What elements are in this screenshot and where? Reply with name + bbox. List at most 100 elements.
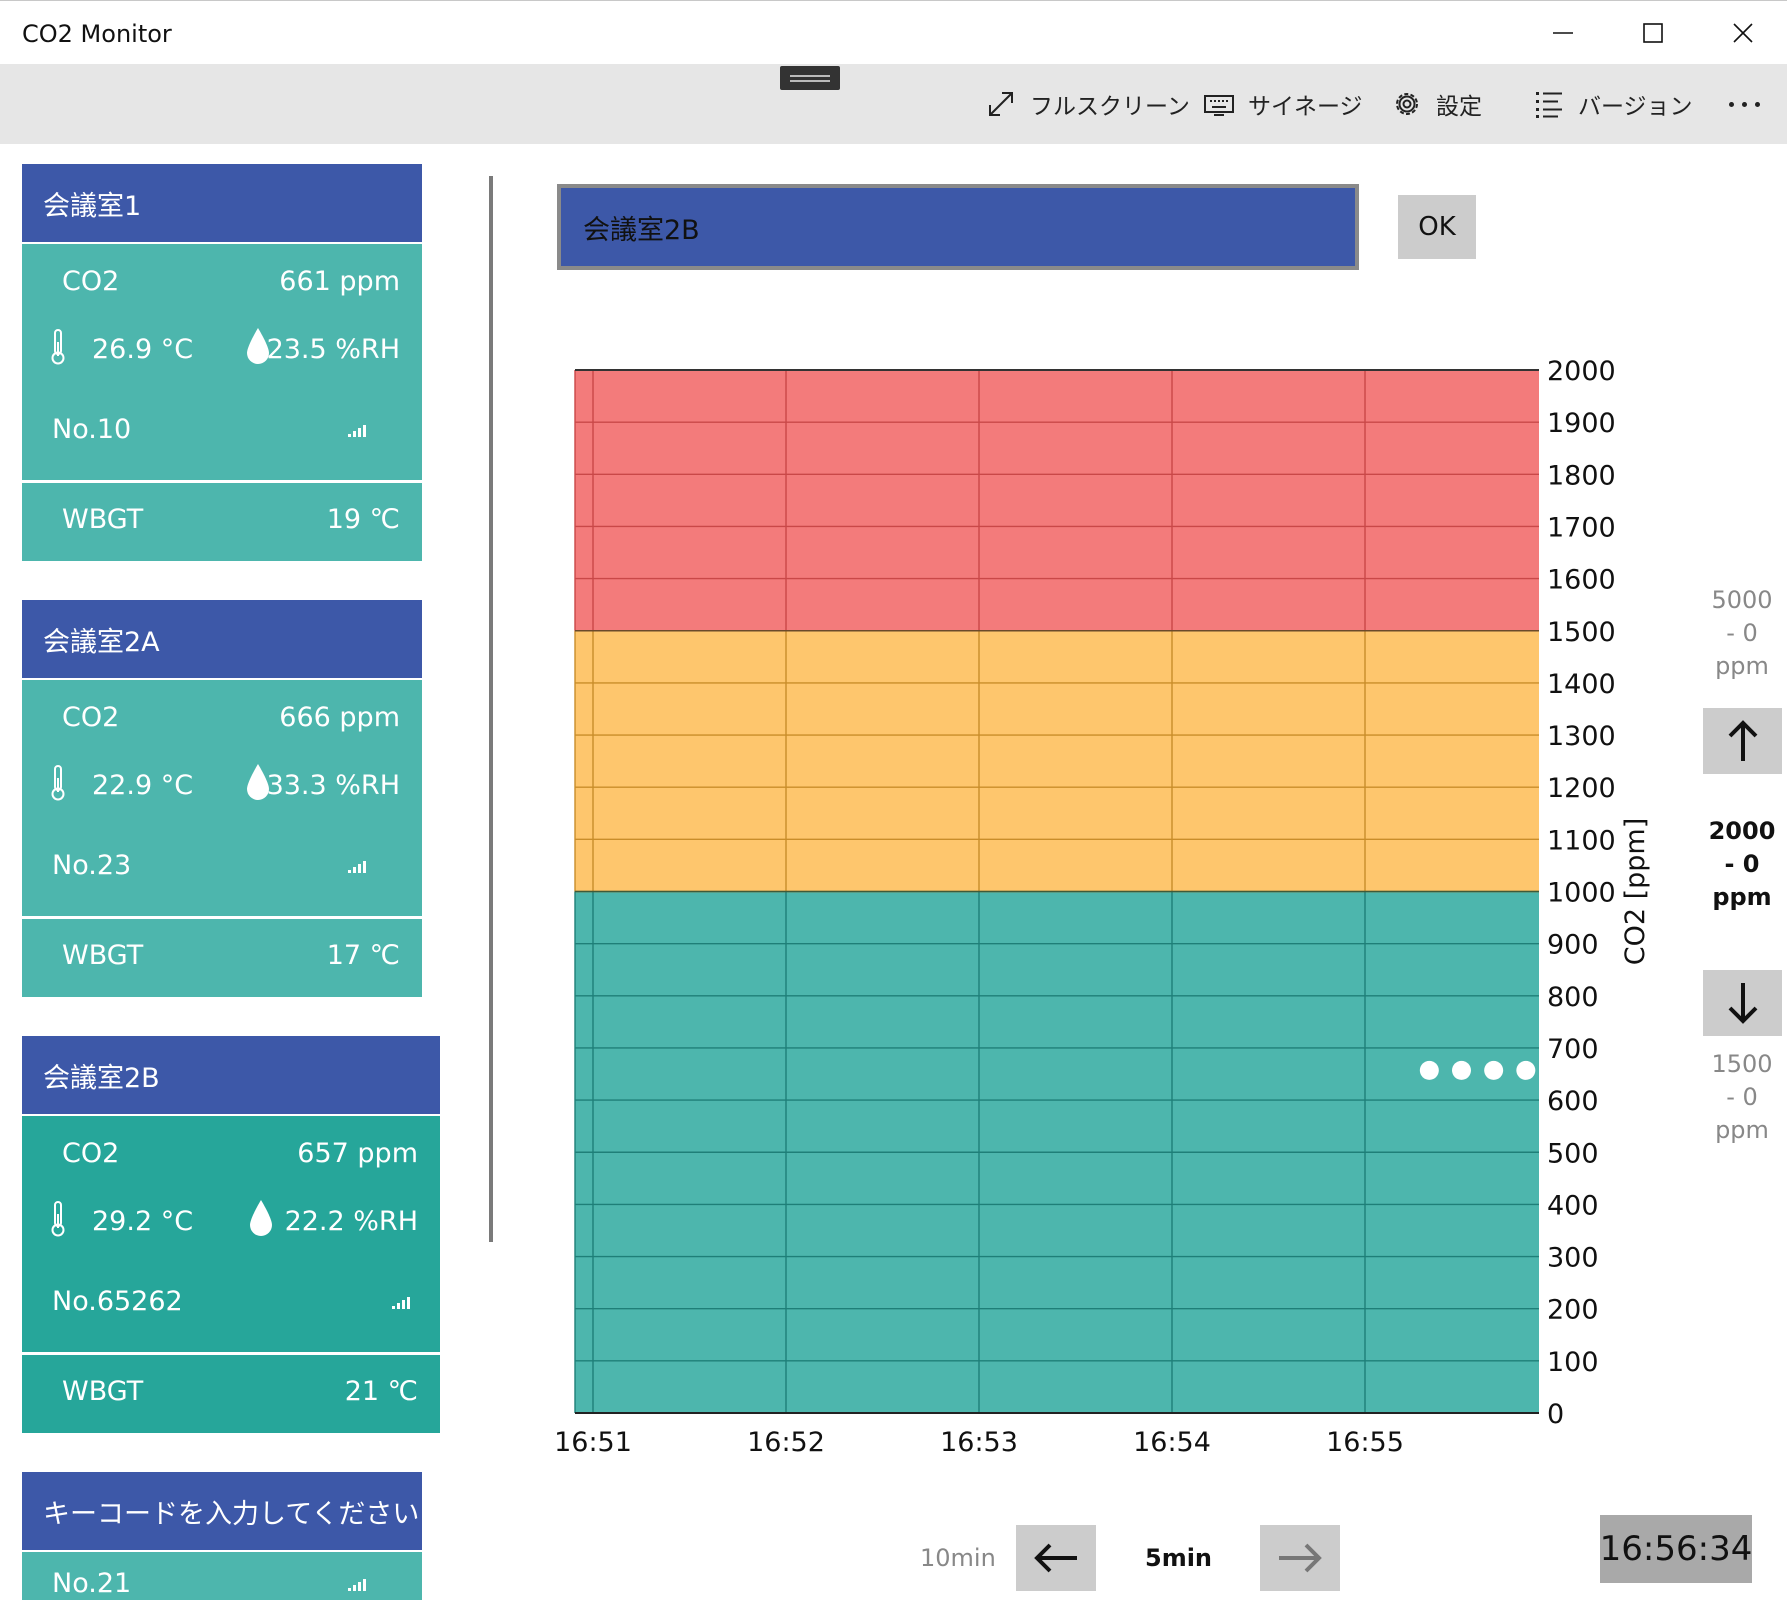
more-dot-icon bbox=[1754, 101, 1760, 107]
version-button[interactable]: バージョン bbox=[1532, 86, 1693, 122]
temperature-value: 29.2 °C bbox=[92, 1206, 194, 1237]
y-tick-label: 1900 bbox=[1547, 408, 1616, 439]
x-tick-label: 16:54 bbox=[1133, 1427, 1211, 1458]
close-button[interactable] bbox=[1698, 1, 1787, 65]
humidity-value: 23.5 %RH bbox=[266, 334, 400, 365]
threshold-band bbox=[575, 630, 1539, 892]
wbgt-value: 19 ℃ bbox=[326, 504, 400, 535]
arrow-right-icon bbox=[1279, 1543, 1322, 1573]
room-readings: CO2 657 ppm 29.2 °C 22.2 %RH No.65262 bbox=[22, 1116, 440, 1352]
range-upper-label: 5000 - 0 ppm bbox=[1700, 584, 1784, 683]
y-tick-label: 1300 bbox=[1547, 721, 1616, 752]
room-readings: CO2 661 ppm 26.9 °C 23.5 %RH No.10 bbox=[22, 244, 422, 480]
thermometer-icon bbox=[51, 765, 65, 801]
humidity-drop-icon bbox=[247, 328, 269, 364]
signal-strength-icon bbox=[348, 861, 366, 873]
y-tick-label: 800 bbox=[1547, 982, 1599, 1013]
y-tick-label: 1600 bbox=[1547, 565, 1616, 596]
room-card-2[interactable]: 会議室2A CO2 666 ppm 22.9 °C 33.3 %RH No.23 WBGT 1… bbox=[22, 600, 422, 997]
pane-splitter[interactable] bbox=[489, 176, 493, 1242]
y-tick-label: 200 bbox=[1547, 1295, 1599, 1326]
fullscreen-button[interactable]: フルスクリーン bbox=[984, 86, 1190, 122]
settings-label: 設定 bbox=[1436, 94, 1482, 120]
range-line: - 0 bbox=[1726, 619, 1758, 647]
more-dot-icon bbox=[1741, 101, 1747, 107]
y-axis-label: CO2 [ppm] bbox=[1620, 818, 1651, 966]
drag-handle[interactable] bbox=[780, 66, 840, 90]
x-tick-label: 16:55 bbox=[1326, 1427, 1404, 1458]
list-icon bbox=[1536, 92, 1562, 118]
room-readings: CO2 666 ppm 22.9 °C 33.3 %RH No.23 bbox=[22, 680, 422, 916]
range-line: ppm bbox=[1712, 883, 1772, 911]
wbgt-value: 21 ℃ bbox=[344, 1376, 418, 1407]
room-card-4[interactable]: キーコードを入力してください No.21 bbox=[22, 1472, 422, 1600]
y-tick-label: 1800 bbox=[1547, 460, 1616, 491]
room-card-3[interactable]: 会議室2B CO2 657 ppm 29.2 °C 22.2 %RH No.65262 WB… bbox=[22, 1036, 440, 1433]
thermometer-icon bbox=[51, 329, 65, 365]
time-current-label: 5min bbox=[1145, 1544, 1213, 1572]
ok-button[interactable]: OK bbox=[1398, 195, 1476, 259]
y-tick-label: 1700 bbox=[1547, 512, 1616, 543]
y-tick-label: 700 bbox=[1547, 1034, 1599, 1065]
y-tick-label: 1500 bbox=[1547, 617, 1616, 648]
wbgt-label: WBGT bbox=[62, 504, 144, 535]
more-dot-icon bbox=[1728, 101, 1734, 107]
room-name: 会議室1 bbox=[22, 164, 422, 242]
version-label: バージョン bbox=[1578, 94, 1693, 120]
x-tick-label: 16:53 bbox=[940, 1427, 1018, 1458]
y-tick-label: 600 bbox=[1547, 1086, 1599, 1117]
device-number: No.23 bbox=[52, 850, 132, 881]
data-point bbox=[1419, 1060, 1439, 1080]
y-tick-label: 1100 bbox=[1547, 825, 1616, 856]
room-name-input[interactable]: 会議室2B bbox=[557, 184, 1359, 270]
signage-button[interactable]: サイネージ bbox=[1202, 86, 1363, 122]
y-tick-label: 2000 bbox=[1547, 356, 1616, 387]
range-line: 5000 bbox=[1711, 586, 1773, 614]
time-forward-button[interactable] bbox=[1260, 1525, 1340, 1591]
y-tick-label: 0 bbox=[1547, 1399, 1564, 1430]
device-number: No.10 bbox=[52, 414, 132, 445]
wbgt-value: 17 ℃ bbox=[326, 940, 400, 971]
room-name-input-value: 会議室2B bbox=[583, 214, 700, 246]
data-point bbox=[1452, 1060, 1471, 1080]
y-tick-label: 1200 bbox=[1547, 773, 1616, 804]
settings-button[interactable]: 設定 bbox=[1390, 86, 1482, 122]
co2-label: CO2 bbox=[62, 1138, 120, 1169]
y-tick-label: 100 bbox=[1547, 1347, 1599, 1378]
range-lower-label: 1500 - 0 ppm bbox=[1700, 1048, 1784, 1147]
fullscreen-label: フルスクリーン bbox=[1030, 94, 1190, 120]
range-down-button[interactable] bbox=[1703, 970, 1782, 1036]
minimize-button[interactable] bbox=[1518, 1, 1608, 65]
maximize-button[interactable] bbox=[1608, 1, 1698, 65]
y-tick-label: 400 bbox=[1547, 1190, 1599, 1221]
humidity-value: 33.3 %RH bbox=[266, 770, 400, 801]
title-bar: CO2 Monitor bbox=[0, 0, 1787, 64]
range-current-label: 2000 - 0 ppm bbox=[1700, 815, 1784, 914]
humidity-value: 22.2 %RH bbox=[284, 1206, 418, 1237]
arrow-left-icon bbox=[1034, 1543, 1077, 1573]
room-name: 会議室2A bbox=[22, 600, 422, 678]
co2-value: 661 ppm bbox=[279, 266, 400, 297]
room-card-1[interactable]: 会議室1 CO2 661 ppm 26.9 °C 23.5 %RH No.10 WBGT 19… bbox=[22, 164, 422, 561]
temperature-value: 26.9 °C bbox=[92, 334, 194, 365]
temperature-value: 22.9 °C bbox=[92, 770, 194, 801]
time-prev-label: 10min bbox=[920, 1544, 996, 1572]
range-line: ppm bbox=[1715, 1116, 1769, 1144]
room-readings: No.21 bbox=[22, 1552, 422, 1600]
wbgt-panel: WBGT 19 ℃ bbox=[22, 483, 422, 561]
more-button[interactable] bbox=[1722, 86, 1766, 122]
range-up-button[interactable] bbox=[1703, 708, 1782, 774]
room-name: 会議室2B bbox=[22, 1036, 440, 1114]
co2-value: 657 ppm bbox=[297, 1138, 418, 1169]
fullscreen-icon bbox=[989, 92, 1013, 116]
humidity-drop-icon bbox=[250, 1200, 272, 1236]
threshold-band bbox=[575, 370, 1539, 631]
signal-strength-icon bbox=[348, 1579, 366, 1591]
co2-label: CO2 bbox=[62, 702, 120, 733]
y-tick-label: 1000 bbox=[1547, 878, 1616, 909]
device-number: No.21 bbox=[52, 1568, 132, 1599]
time-back-button[interactable] bbox=[1016, 1525, 1096, 1591]
keyboard-icon bbox=[1204, 95, 1234, 116]
co2-value: 666 ppm bbox=[279, 702, 400, 733]
